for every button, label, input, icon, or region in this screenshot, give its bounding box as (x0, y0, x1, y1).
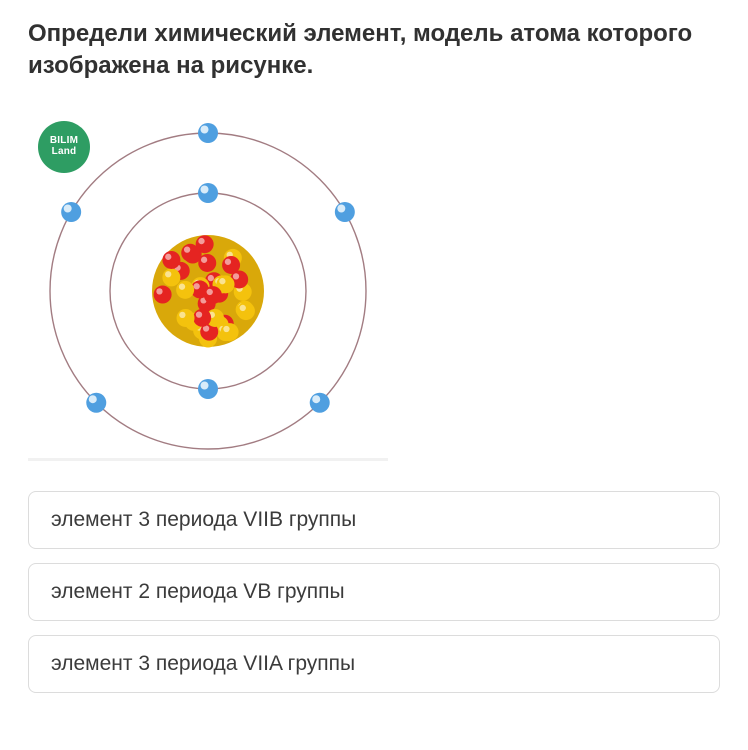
badge-line2: Land (52, 147, 77, 158)
option-1[interactable]: элемент 2 периода VB группы (28, 563, 720, 621)
question-title: Определи химический элемент, модель атом… (28, 18, 720, 83)
option-0[interactable]: элемент 3 периода VIIB группы (28, 491, 720, 549)
option-label: элемент 3 периода VIIA группы (51, 652, 355, 675)
option-label: элемент 2 периода VB группы (51, 580, 345, 603)
brand-badge: BILIM Land (38, 121, 90, 173)
option-label: элемент 3 периода VIIB группы (51, 508, 356, 531)
options-list: элемент 3 периода VIIB группы элемент 2 … (28, 491, 720, 693)
option-2[interactable]: элемент 3 периода VIIA группы (28, 635, 720, 693)
atom-diagram: BILIM Land (28, 101, 388, 461)
